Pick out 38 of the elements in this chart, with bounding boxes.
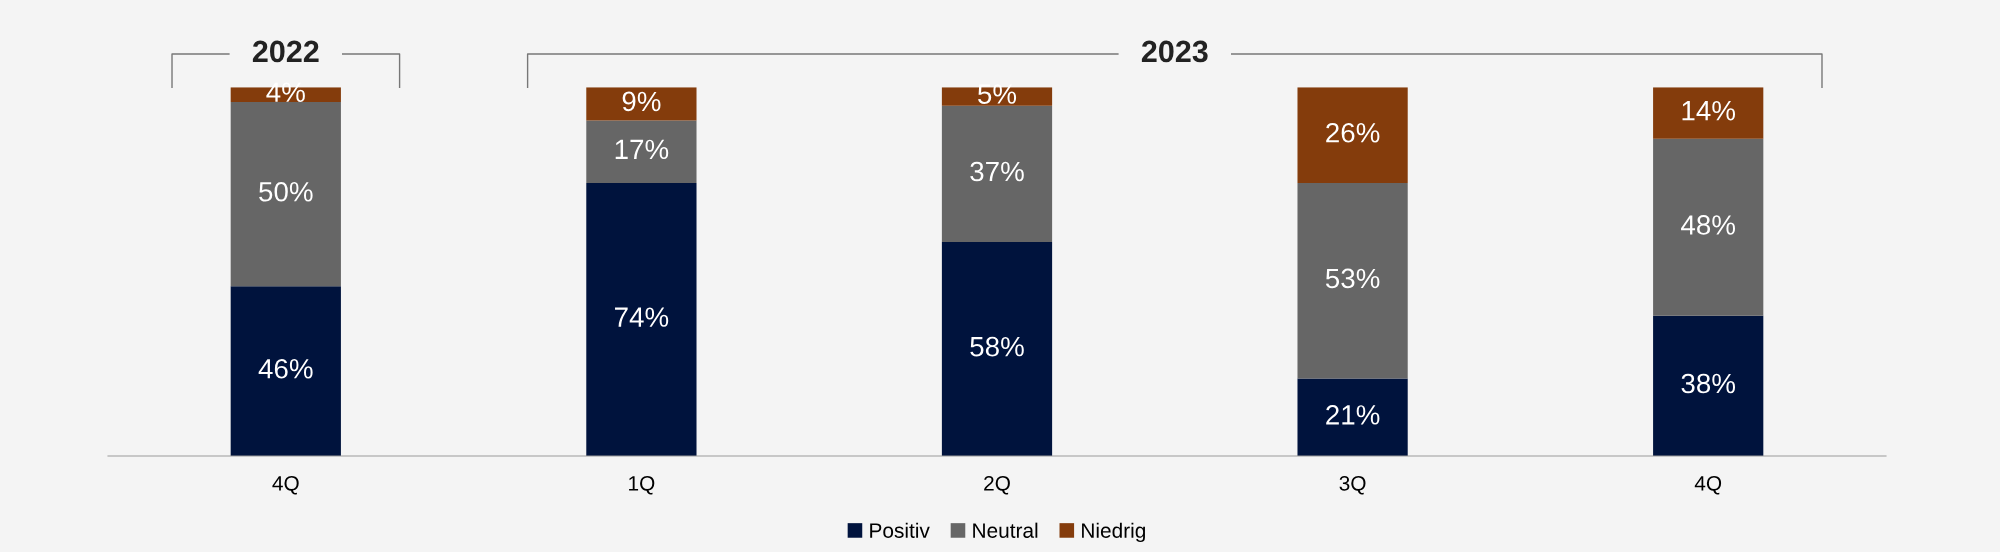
x-tick-label: 2Q [984,475,1010,495]
bar [586,120,697,184]
data-label: 53% [1325,268,1380,289]
data-label: 58% [970,336,1024,357]
data-label: 26% [1326,122,1380,143]
bar [1653,138,1764,316]
bar [1297,378,1408,456]
x-tick-label: 4Q [1694,475,1722,495]
legend-label: Positiv [870,522,930,538]
x-tick-label: 4Q [272,475,299,495]
bar [586,183,697,456]
text: 2022 [252,40,319,63]
text: 2023 [1141,40,1208,63]
bar [1297,183,1408,379]
x-tick-label: 3Q [1339,475,1366,495]
bar [230,101,341,287]
data-label: 9% [622,91,661,112]
data-label: 37% [970,161,1024,182]
data-label: 4% [266,82,305,102]
data-label: 50% [259,181,313,202]
data-label: 5% [978,84,1017,104]
data-label: 38% [1681,373,1736,394]
bar [941,105,1053,243]
legend-label: Niedrig [1082,522,1145,543]
data-label: 21% [1326,405,1380,425]
bar [1653,87,1764,139]
bar [1653,315,1764,456]
legend-label: Neutral [973,522,1038,538]
bar [586,87,697,121]
x-tick-label: 1Q [629,475,655,495]
bar [1297,87,1408,184]
bar [230,286,341,456]
data-label: 74% [615,307,669,327]
bar [941,242,1053,456]
data-label: 14% [1682,100,1736,121]
data-label: 46% [258,358,313,379]
data-label: 48% [1681,215,1736,235]
data-label: 17% [615,139,669,160]
